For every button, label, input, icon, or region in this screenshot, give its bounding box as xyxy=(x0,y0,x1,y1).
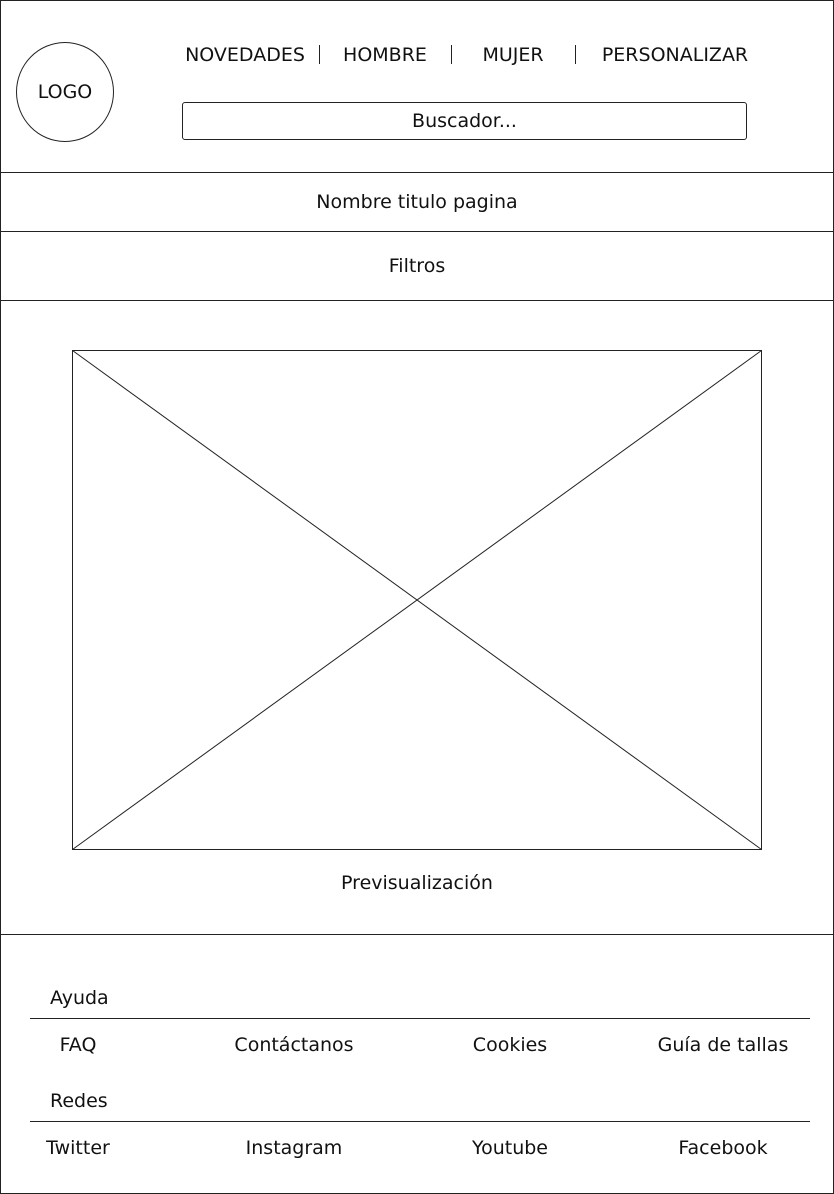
header-divider xyxy=(0,172,834,173)
footer-help-rule xyxy=(30,1018,810,1019)
logo[interactable]: LOGO xyxy=(16,42,114,142)
nav-item-mujer[interactable]: MUJER xyxy=(482,44,544,66)
title-divider xyxy=(0,231,834,232)
nav-divider xyxy=(575,45,576,64)
image-placeholder-icon xyxy=(72,350,762,850)
footer-link-cookies[interactable]: Cookies xyxy=(472,1034,548,1056)
filters-button[interactable]: Filtros xyxy=(388,255,446,277)
footer-social-rule xyxy=(30,1121,810,1122)
page-title: Nombre titulo pagina xyxy=(316,191,518,213)
footer-divider xyxy=(0,934,834,935)
filters-divider xyxy=(0,300,834,301)
nav-item-novedades[interactable]: NOVEDADES xyxy=(185,44,305,66)
nav-item-personalizar[interactable]: PERSONALIZAR xyxy=(601,44,749,66)
footer-link-twitter[interactable]: Twitter xyxy=(46,1137,110,1159)
nav-divider xyxy=(451,45,452,64)
footer-link-faq[interactable]: FAQ xyxy=(59,1034,97,1056)
footer-link-youtube[interactable]: Youtube xyxy=(472,1137,548,1159)
footer-link-contact[interactable]: Contáctanos xyxy=(234,1034,354,1056)
footer-social-title: Redes xyxy=(50,1090,108,1112)
footer-link-size-guide[interactable]: Guía de tallas xyxy=(657,1034,789,1056)
nav-item-hombre[interactable]: HOMBRE xyxy=(343,44,427,66)
footer-link-facebook[interactable]: Facebook xyxy=(678,1137,768,1159)
preview-caption: Previsualización xyxy=(341,872,493,894)
nav-divider xyxy=(319,45,320,64)
footer-help-title: Ayuda xyxy=(50,987,109,1009)
search-input[interactable]: Buscador... xyxy=(182,102,747,140)
footer-link-instagram[interactable]: Instagram xyxy=(245,1137,343,1159)
logo-text: LOGO xyxy=(37,81,93,103)
